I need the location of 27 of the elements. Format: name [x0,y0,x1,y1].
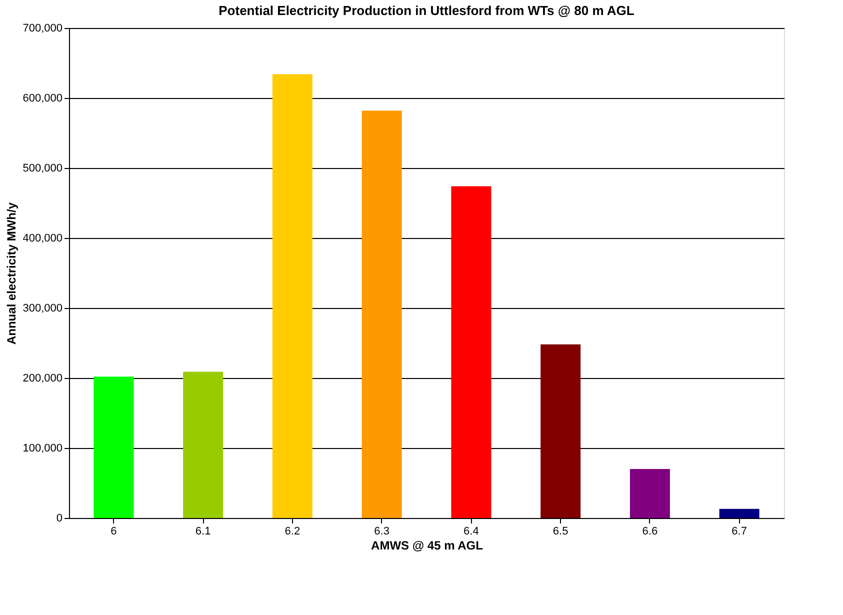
x-tick-label: 6 [110,526,117,538]
y-axis-title: Annual electricity MWh/y [4,202,19,345]
x-tick-label: 6.3 [374,526,390,538]
y-tick-label: 200,000 [22,372,62,384]
y-tick-label: 300,000 [22,302,62,314]
x-tick-label: 6.5 [552,526,568,538]
y-tick-label: 100,000 [22,442,62,454]
y-tick-label: 400,000 [22,232,62,244]
x-tick-label: 6.6 [642,526,658,538]
y-tick-label: 500,000 [22,162,62,174]
y-tick-label: 0 [56,512,62,524]
x-tick-label: 6.7 [732,526,747,538]
bar [362,110,402,518]
bar [540,344,581,518]
x-tick-label: 6.1 [195,526,211,538]
x-tick-label: 6.2 [284,526,300,538]
x-axis-title: AMWS @ 45 m AGL [371,538,483,552]
bar [183,372,224,518]
chart-title: Potential Electricity Production in Uttlesford from WTs @ 80 m AGL [218,3,634,18]
bar [451,186,492,518]
x-tick-label: 6.4 [464,526,479,538]
y-tick-label: 600,000 [22,92,62,104]
bar [94,376,134,518]
bar [719,508,760,518]
bar [272,74,312,518]
y-tick-label: 700,000 [22,22,62,34]
bar [630,469,670,518]
